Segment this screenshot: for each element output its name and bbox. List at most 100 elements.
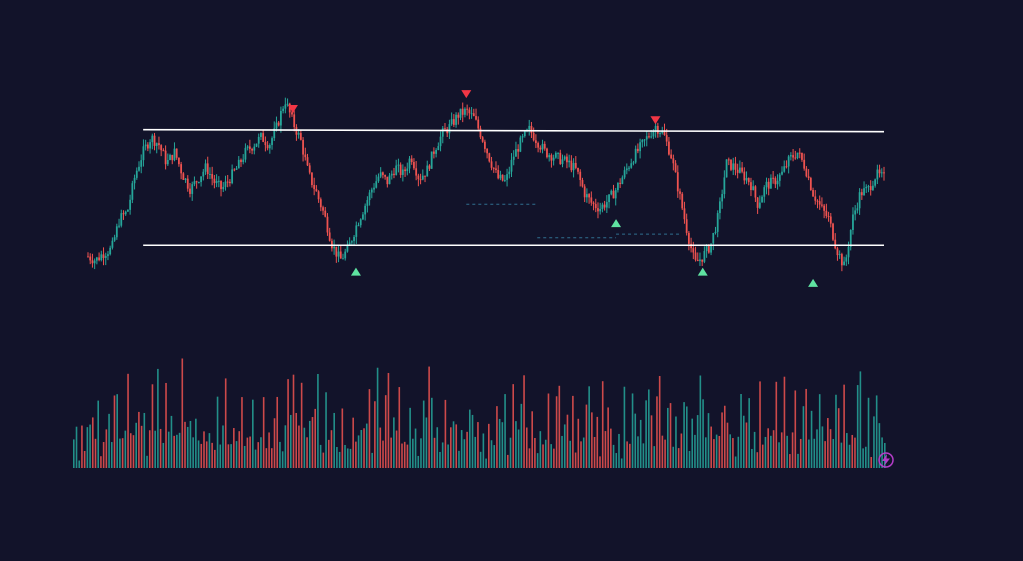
candle-body (373, 187, 375, 190)
volume-bar (143, 412, 146, 468)
lightning-bolt-icon[interactable] (876, 450, 896, 470)
volume-bar (669, 403, 672, 468)
volume-bar (577, 418, 580, 468)
volume-bar (75, 426, 78, 468)
candle-body (404, 169, 406, 172)
volume-bar (384, 395, 387, 468)
volume-bar (783, 376, 786, 468)
candle-body (483, 141, 486, 149)
volume-bar (832, 438, 835, 468)
volume-bar (856, 385, 859, 468)
candle-body (845, 257, 848, 262)
volume-bar (417, 455, 420, 468)
candle-body (93, 260, 96, 264)
candle-body (133, 177, 136, 184)
candle-body (634, 148, 637, 163)
candle-body (286, 103, 289, 105)
candle-body (834, 239, 837, 249)
volume-bar (848, 444, 851, 468)
candle-body (694, 252, 697, 260)
candle-body (317, 191, 320, 200)
volume-bar (219, 444, 222, 468)
candle-body (424, 175, 426, 177)
volume-bar (835, 394, 837, 468)
candle-body (537, 143, 540, 148)
candle-body (852, 214, 854, 230)
candle-body (588, 194, 591, 198)
volume-bar (466, 431, 468, 468)
volume-bar (336, 446, 338, 468)
candle-body (625, 168, 628, 171)
volume-bar (83, 450, 86, 468)
candle-body (492, 167, 495, 169)
candle-body (566, 156, 568, 163)
candle-body (437, 146, 440, 151)
volume-bar (409, 407, 411, 468)
volume-bar (715, 434, 718, 468)
candle-body (268, 145, 271, 149)
candle-body (583, 186, 586, 198)
volume-bar (569, 440, 571, 468)
candle-body (149, 142, 151, 149)
candle-body (406, 168, 409, 172)
candle-body (171, 154, 174, 161)
candle-body (164, 150, 167, 165)
candle-body (512, 156, 515, 160)
candle-body (581, 180, 584, 187)
volume-bar (403, 441, 406, 468)
candle-body (858, 192, 861, 209)
volume-bar (355, 441, 357, 468)
volume-bar (317, 373, 319, 468)
candle-body (118, 225, 120, 227)
volume-bar (699, 375, 702, 468)
volume-bar (243, 445, 246, 468)
volume-bar (401, 443, 403, 468)
candle-body (475, 116, 477, 120)
candle-body (683, 208, 686, 220)
candle-body (235, 168, 238, 170)
volume-bar (813, 438, 816, 468)
candle-body (605, 202, 608, 208)
candle-body (532, 132, 535, 141)
volume-bar (696, 415, 699, 468)
volume-bar (601, 381, 604, 468)
candle-body (561, 159, 564, 165)
volume-bar (759, 381, 761, 468)
volume-bar (748, 398, 750, 468)
candle-body (457, 114, 460, 118)
candle-body (459, 108, 462, 118)
candle-body (413, 162, 415, 169)
volume-bar (148, 430, 151, 468)
volume-bar (707, 413, 710, 468)
candle-body (175, 148, 178, 158)
volume-bar (140, 425, 143, 468)
candle-body (104, 256, 107, 258)
candle-body (515, 149, 517, 157)
volume-bar (734, 456, 737, 468)
price-chart (87, 90, 885, 287)
candle-body (703, 251, 706, 262)
candle-body (534, 140, 537, 144)
candle-body (388, 175, 391, 185)
volume-bar (531, 411, 533, 468)
candle-body (311, 172, 313, 186)
candle-body (794, 157, 797, 159)
volume-bar (474, 436, 477, 468)
volume-bar (81, 425, 83, 468)
volume-bar (827, 418, 829, 468)
volume-bar (851, 434, 854, 468)
volume-bar (661, 435, 664, 468)
volume-bar (279, 441, 281, 468)
candle-body (832, 223, 834, 240)
candle-body (743, 171, 746, 181)
candle-body (193, 181, 196, 185)
candle-body (284, 104, 287, 109)
volume-bar (138, 411, 140, 468)
volume-bar (281, 451, 284, 468)
candle-body (397, 164, 400, 166)
candle-body (255, 143, 258, 147)
volume-bar (512, 384, 515, 468)
volume-bar (672, 446, 675, 468)
candle-body (823, 205, 826, 211)
volume-bar (702, 399, 704, 468)
